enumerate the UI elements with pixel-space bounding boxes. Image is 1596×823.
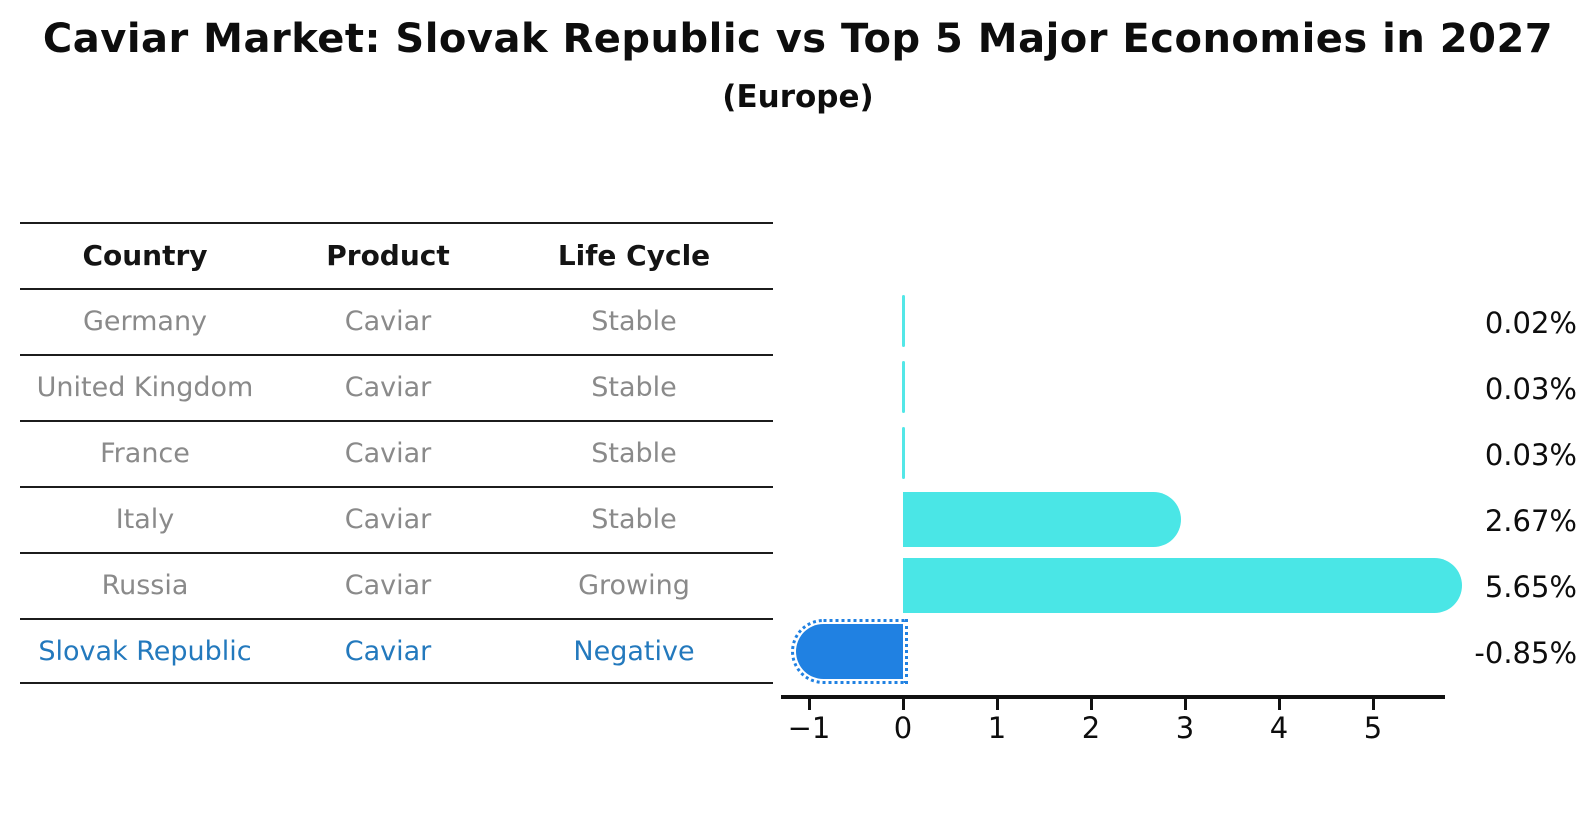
table-row-france: France Caviar Stable <box>20 420 773 486</box>
column-header: Country <box>82 239 208 272</box>
bar-france <box>902 427 905 479</box>
bar-value-label: 5.65% <box>1484 569 1577 604</box>
table-cell: Stable <box>591 372 677 403</box>
bar-value-label: 0.03% <box>1484 371 1577 406</box>
table-row-germany: Germany Caviar Stable <box>20 288 773 354</box>
table-cell: Italy <box>115 504 175 535</box>
column-header: Life Cycle <box>557 239 711 272</box>
table-cell: Germany <box>82 306 208 337</box>
bar-germany <box>902 295 905 347</box>
x-axis-tick-label: 0 <box>893 711 913 745</box>
x-axis-tick <box>1183 699 1187 710</box>
table-cell: Caviar <box>344 372 432 403</box>
table-cell: France <box>100 438 190 469</box>
bar-russia <box>903 557 1462 613</box>
chart-subtitle: (Europe) <box>722 79 874 115</box>
table-cell: Stable <box>591 438 677 469</box>
x-axis-tick-label: 1 <box>987 711 1007 745</box>
bar-value-label: 2.67% <box>1484 503 1577 538</box>
x-axis-line <box>781 695 1445 699</box>
table-row-italy: Italy Caviar Stable <box>20 486 773 552</box>
x-axis-tick-label: 5 <box>1363 711 1383 745</box>
table-cell: Caviar <box>344 636 432 667</box>
table-row-united-kingdom: United Kingdom Caviar Stable <box>20 354 773 420</box>
table-cell: Caviar <box>344 438 432 469</box>
bar-united-kingdom <box>902 361 905 413</box>
country-table: Country Product Life Cycle Germany Caviar Sta… <box>20 222 773 684</box>
table-cell: Slovak Republic <box>38 636 252 667</box>
table-row-russia: Russia Caviar Growing <box>20 552 773 618</box>
table-cell: Caviar <box>344 570 432 601</box>
table-cell: Russia <box>101 570 189 601</box>
bar-italy <box>903 491 1182 547</box>
table-cell: Growing <box>578 570 690 601</box>
x-axis-tick <box>807 699 811 710</box>
table-cell: United Kingdom <box>36 372 254 403</box>
bar-value-label: -0.85% <box>1474 635 1577 670</box>
table-cell: Caviar <box>344 504 432 535</box>
table-cell: Stable <box>591 504 677 535</box>
chart-title: Caviar Market: Slovak Republic vs Top 5 … <box>42 16 1554 62</box>
x-axis-tick <box>995 699 999 710</box>
x-axis-tick-label: 4 <box>1269 711 1289 745</box>
table-row-slovak-republic: Slovak Republic Caviar Negative <box>20 618 773 684</box>
x-axis-tick <box>1371 699 1375 710</box>
table-cell: Caviar <box>344 306 432 337</box>
column-header: Product <box>326 239 450 272</box>
table-cell: Stable <box>591 306 677 337</box>
x-axis-tick-label: −1 <box>787 711 831 745</box>
x-axis-tick <box>1089 699 1093 710</box>
bar-value-label: 0.03% <box>1484 437 1577 472</box>
x-axis-tick <box>901 699 905 710</box>
x-axis-tick-label: 3 <box>1175 711 1195 745</box>
x-axis-tick <box>1277 699 1281 710</box>
x-axis-tick-label: 2 <box>1081 711 1101 745</box>
bar-slovak-republic <box>790 618 909 684</box>
table-cell: Negative <box>573 636 695 667</box>
bar-value-label: 0.02% <box>1484 305 1577 340</box>
table-row-header: Country Product Life Cycle <box>20 222 773 288</box>
